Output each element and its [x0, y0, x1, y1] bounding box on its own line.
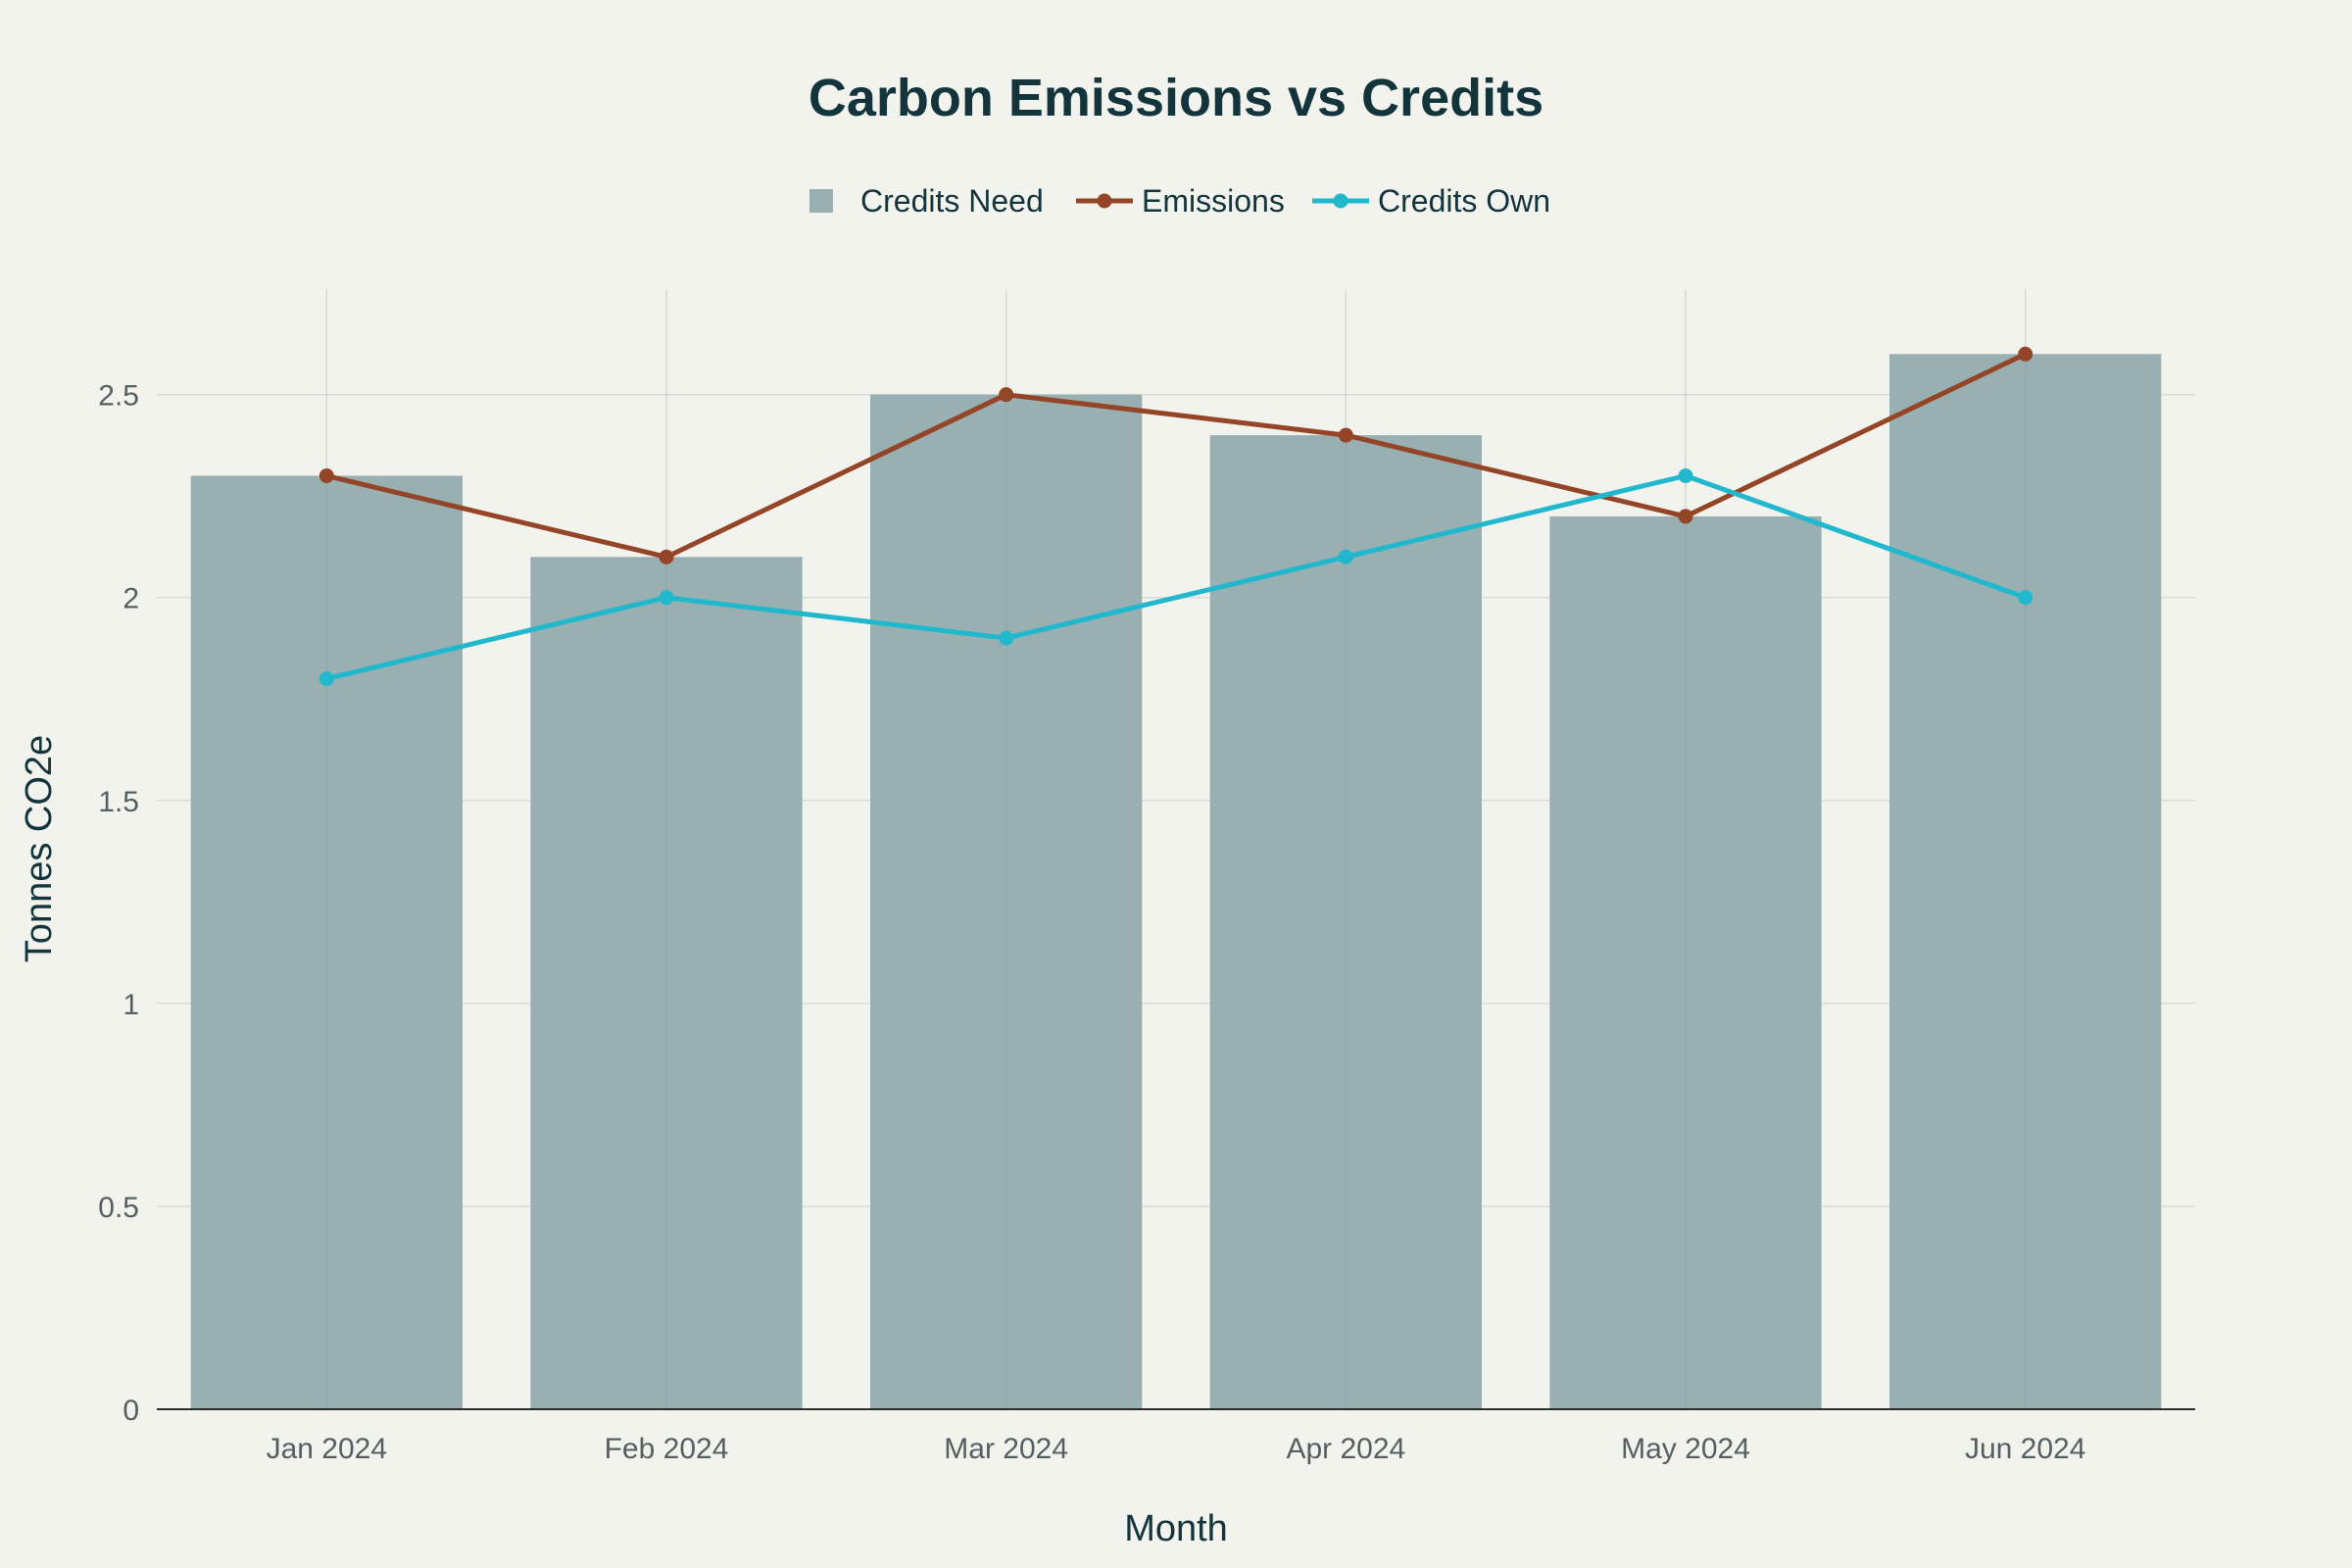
x-tick-label: Feb 2024 — [605, 1433, 729, 1465]
point-emissions — [318, 468, 334, 483]
x-tick-labels: Jan 2024 Feb 2024 Mar 2024 Apr 2024 May 2024… — [267, 1433, 2086, 1465]
y-tick-label: 2.5 — [98, 380, 139, 413]
point-credits-own — [318, 671, 334, 687]
x-axis-title: Month — [1124, 1508, 1228, 1549]
x-gridlines — [325, 289, 2027, 1409]
bar-credits-need — [1889, 354, 2162, 1409]
legend-label-emissions: Emissions — [1142, 183, 1285, 219]
point-emissions — [1678, 509, 1693, 524]
bar-credits-need — [870, 394, 1143, 1409]
x-tick-label: Apr 2024 — [1286, 1433, 1405, 1465]
bar-series — [190, 354, 2162, 1410]
point-emissions — [999, 387, 1014, 403]
y-axis-title: Tonnes CO2e — [19, 735, 60, 962]
x-tick-label: May 2024 — [1621, 1433, 1750, 1465]
y-tick-label: 2 — [122, 583, 139, 615]
line-credits-own — [325, 473, 2027, 681]
legend-label-credits-need: Credits Need — [860, 183, 1044, 219]
point-credits-own — [999, 630, 1014, 646]
legend-marker-credits-own — [1333, 193, 1348, 209]
line-series — [318, 346, 2034, 687]
point-credits-own — [1678, 468, 1693, 483]
y-tick-label: 0 — [122, 1395, 139, 1427]
bar-credits-need — [190, 475, 463, 1409]
bar-credits-need — [530, 557, 803, 1409]
point-credits-own — [2018, 590, 2034, 606]
x-tick-label: Jun 2024 — [1965, 1433, 2085, 1465]
legend-marker-emissions — [1097, 193, 1112, 209]
point-emissions — [2018, 346, 2034, 362]
legend-label-credits-own: Credits Own — [1378, 183, 1550, 219]
line-emissions — [325, 352, 2027, 560]
y-tick-label: 1.5 — [98, 786, 139, 818]
y-tick-label: 1 — [122, 989, 139, 1021]
legend-swatch-credits-need — [809, 189, 833, 213]
x-tick-label: Jan 2024 — [267, 1433, 387, 1465]
bar-credits-need — [1209, 435, 1482, 1410]
point-emissions — [659, 549, 674, 564]
bar-credits-need — [1549, 515, 1822, 1409]
x-tick-label: Mar 2024 — [944, 1433, 1068, 1465]
y-tick-labels: 0 0.5 1 1.5 2 2.5 — [98, 380, 139, 1427]
chart-title: Carbon Emissions vs Credits — [808, 69, 1544, 127]
point-credits-own — [1338, 549, 1353, 564]
y-tick-label: 0.5 — [98, 1192, 139, 1224]
point-credits-own — [659, 590, 674, 606]
point-emissions — [1338, 427, 1353, 443]
legend: Credits Need Emissions Credits Own — [809, 183, 1550, 219]
